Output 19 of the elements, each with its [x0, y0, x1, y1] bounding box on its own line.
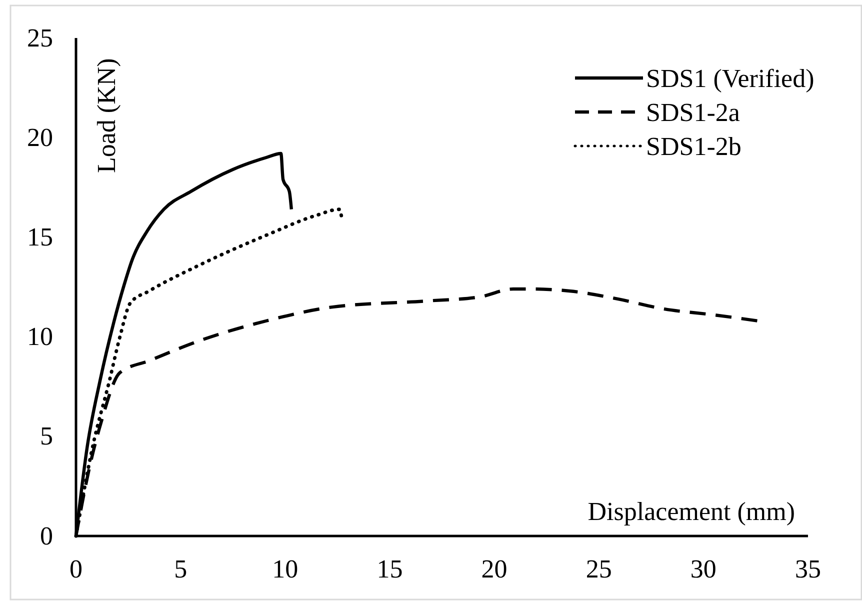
x-tick-label: 0: [70, 554, 82, 584]
x-tick-label: 25: [586, 554, 612, 584]
y-tick-label: 25: [27, 23, 53, 52]
x-tick-label: 20: [481, 554, 508, 584]
y-tick-label: 10: [27, 322, 53, 352]
y-tick-label: 20: [27, 122, 53, 152]
y-tick-label: 5: [40, 422, 53, 451]
x-axis-title: Displacement (mm): [588, 497, 795, 526]
legend-label: SDS1-2a: [646, 98, 740, 127]
x-tick-label: 10: [272, 554, 298, 584]
y-axis-title: Load (KN): [92, 58, 121, 173]
x-tick-label: 5: [174, 554, 188, 584]
x-tick-label: 30: [690, 554, 716, 584]
x-tick-label: 35: [795, 554, 821, 584]
legend-label: SDS1-2b: [646, 132, 742, 161]
x-tick-label: 15: [376, 554, 403, 584]
legend-label: SDS1 (Verified): [646, 64, 814, 93]
y-tick-label: 0: [40, 521, 53, 550]
y-tick-label: 15: [27, 222, 53, 252]
